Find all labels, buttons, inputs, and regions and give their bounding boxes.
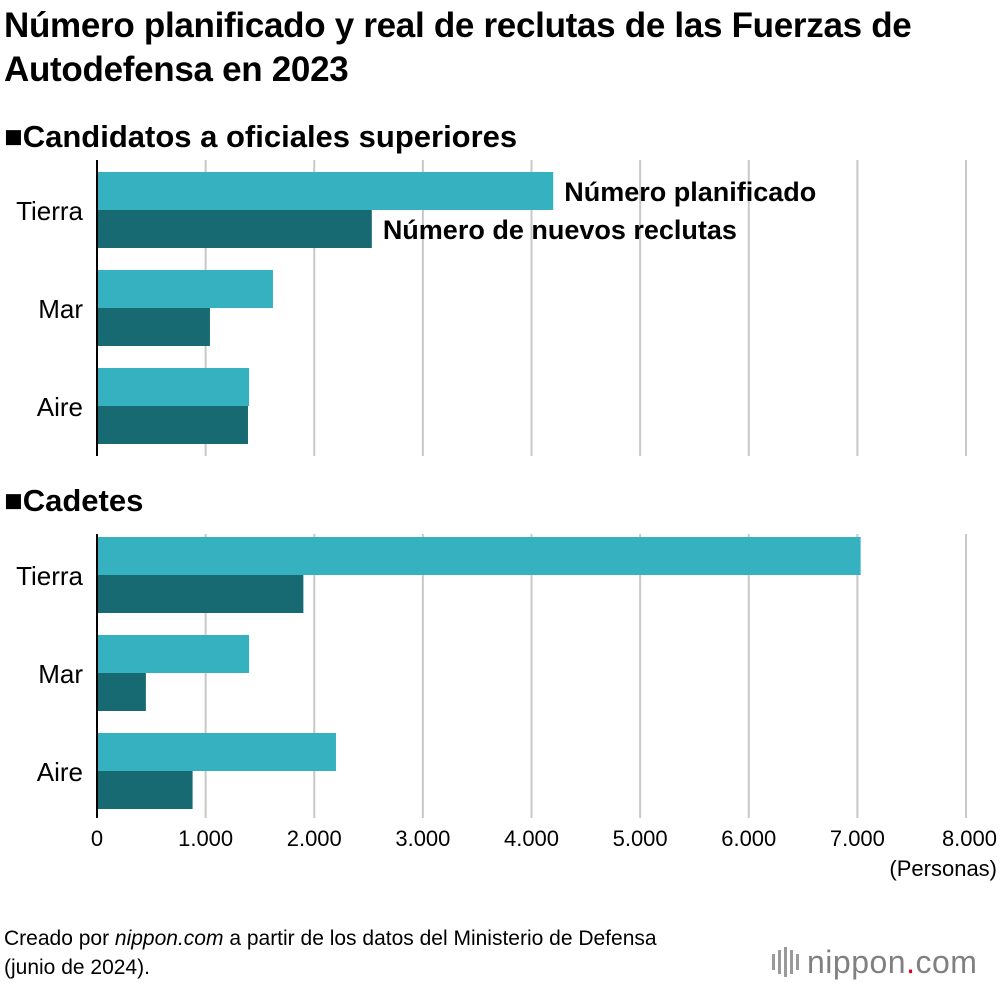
category-label-0-2: Aire	[37, 392, 83, 422]
x-tick-label-8: 8.000	[942, 826, 997, 851]
category-label-0-1: Mar	[38, 294, 83, 324]
category-label-1-1: Mar	[38, 659, 83, 689]
x-tick-label-6: 6.000	[721, 826, 776, 851]
chart-title: Número planificado y real de reclutas de…	[4, 6, 912, 89]
legend-label-0: Número planificado	[564, 177, 816, 207]
bar-0-aire-actual	[97, 406, 248, 444]
bar-0-tierra-actual	[97, 210, 372, 248]
logo-bars-icon	[772, 947, 799, 977]
legend-label-1: Número de nuevos reclutas	[383, 215, 737, 245]
bar-1-mar-actual	[97, 673, 146, 711]
x-unit-label: (Personas)	[889, 856, 997, 881]
source-prefix: Creado por	[4, 927, 115, 950]
bar-0-tierra-planned	[97, 172, 554, 210]
bar-1-tierra-planned	[97, 537, 861, 575]
x-tick-label-0: 0	[91, 826, 103, 851]
nippon-logo: nippon.com	[772, 944, 977, 980]
bar-1-aire-planned	[97, 733, 336, 771]
source-site: nippon.com	[114, 927, 224, 950]
x-tick-label-7: 7.000	[830, 826, 885, 851]
category-label-0-0: Tierra	[16, 196, 83, 226]
chart-svg: ■Candidatos a oficiales superiores Tierra…	[4, 119, 997, 881]
bar-1-mar-planned	[97, 635, 250, 673]
x-tick-label-1: 1.000	[178, 826, 233, 851]
x-tick-label-4: 4.000	[504, 826, 559, 851]
panel-title-0: ■Candidatos a oficiales superiores	[4, 119, 517, 154]
x-tick-label-5: 5.000	[613, 826, 668, 851]
x-tick-label-3: 3.000	[395, 826, 450, 851]
x-tick-label-2: 2.000	[287, 826, 342, 851]
logo-wordmark: nippon.com	[807, 944, 978, 980]
panel-title-1: ■Cadetes	[4, 483, 143, 518]
bar-0-mar-planned	[97, 270, 273, 308]
bar-0-aire-planned	[97, 368, 250, 406]
category-label-1-2: Aire	[37, 757, 83, 787]
bar-1-tierra-actual	[97, 575, 304, 613]
category-label-1-0: Tierra	[16, 561, 83, 591]
source-suffix: a partir de los datos del Ministerio de …	[4, 927, 657, 979]
bar-0-mar-actual	[97, 308, 210, 346]
source-note: Creado por nippon.com a partir de los da…	[4, 924, 704, 982]
bar-1-aire-actual	[97, 771, 193, 809]
